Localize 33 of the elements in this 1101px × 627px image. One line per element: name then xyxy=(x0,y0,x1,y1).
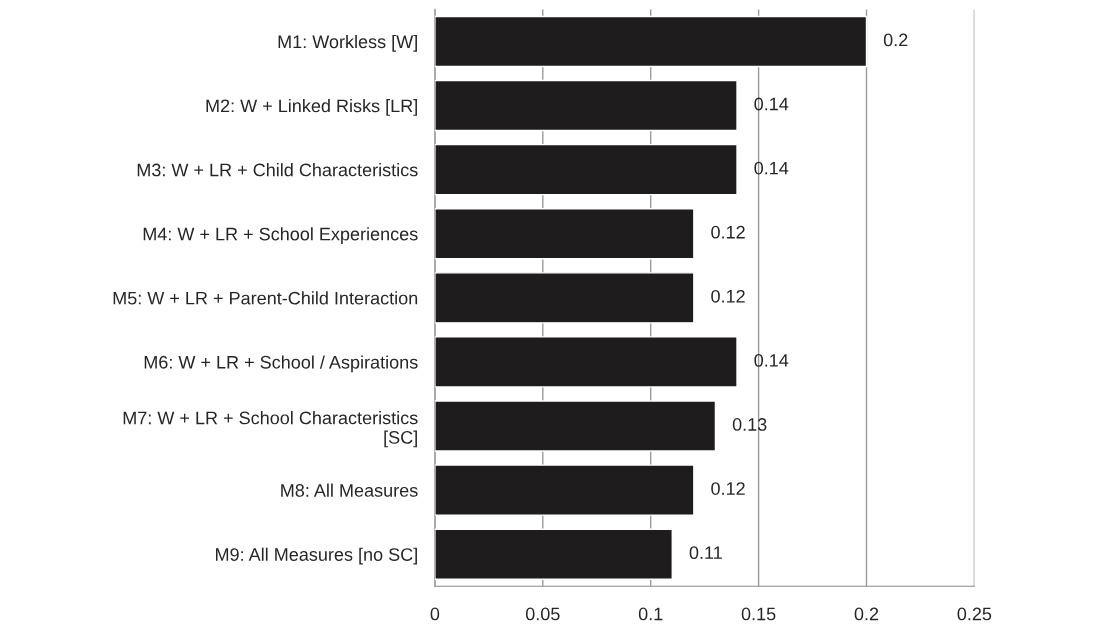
bar xyxy=(434,208,695,260)
bar xyxy=(434,15,868,68)
bar xyxy=(434,464,695,516)
x-tick-label: 0 xyxy=(430,607,440,621)
y-tick-label: M5: W + LR + Parent-Child Interaction xyxy=(113,291,418,305)
data-label: 0.14 xyxy=(754,97,789,111)
data-label: 0.14 xyxy=(754,353,789,367)
data-label: 0.12 xyxy=(711,289,745,303)
bar xyxy=(434,400,717,452)
y-tick-label: M9: All Measures [no SC] xyxy=(216,547,417,565)
y-tick-label: M6: W + LR + School / Aspirations xyxy=(144,355,418,373)
bar xyxy=(434,143,738,196)
data-label: 0.11 xyxy=(689,546,722,560)
y-tick-label: M7: W + LR + School Characteristics [SC] xyxy=(123,411,418,448)
y-tick-label: M1: Workless [W] xyxy=(278,34,417,52)
data-label: 0.12 xyxy=(711,225,745,239)
data-label: 0.2 xyxy=(883,33,908,47)
x-tick-label: 0.05 xyxy=(525,607,560,621)
bar xyxy=(434,528,673,580)
data-label: 0.14 xyxy=(754,161,789,175)
y-tick-label: M8: All Measures xyxy=(281,483,418,497)
y-tick-label: M3: W + LR + Child Characteristics xyxy=(137,163,418,177)
bar xyxy=(434,79,738,132)
bar xyxy=(434,336,738,388)
data-label: 0.12 xyxy=(711,482,745,495)
y-tick-label: M2: W + Linked Risks [LR] xyxy=(206,99,417,116)
x-tick-label: 0.25 xyxy=(957,607,992,621)
data-label: 0.13 xyxy=(732,418,767,431)
x-tick-label: 0.2 xyxy=(854,607,879,621)
bar xyxy=(434,272,695,324)
y-tick-label: M4: W + LR + School Experiences xyxy=(143,227,418,245)
x-tick-label: 0.1 xyxy=(638,607,663,621)
x-tick-label: 0.15 xyxy=(741,607,776,621)
